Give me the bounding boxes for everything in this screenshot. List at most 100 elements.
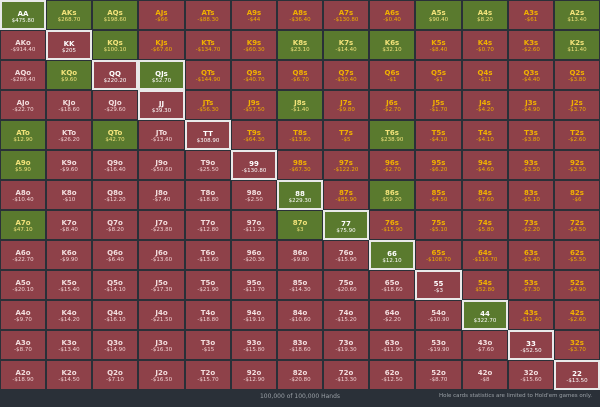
hand-cell[interactable]: QJs $52.70 xyxy=(138,60,185,90)
hand-cell[interactable]: 75o -$20.60 xyxy=(323,270,369,300)
hand-cell[interactable]: J2o -$16.50 xyxy=(138,360,185,390)
hand-cell[interactable]: 94s -$4.60 xyxy=(462,150,508,180)
hand-cell[interactable]: 52o -$8.70 xyxy=(415,360,462,390)
hand-cell[interactable]: J6s -$2.70 xyxy=(369,90,415,120)
hand-cell[interactable]: 87s -$85.90 xyxy=(323,180,369,210)
hand-cell[interactable]: Q8s -$6.70 xyxy=(277,60,323,90)
hand-cell[interactable]: 85o -$14.30 xyxy=(277,270,323,300)
hand-cell[interactable]: QTs -$144.90 xyxy=(185,60,231,90)
hand-cell[interactable]: K5o -$15.40 xyxy=(46,270,92,300)
hand-cell[interactable]: 72s -$4.50 xyxy=(554,210,600,240)
hand-cell[interactable]: J5s -$1.70 xyxy=(415,90,462,120)
hand-cell[interactable]: Q4o -$16.10 xyxy=(92,300,138,330)
hand-cell[interactable]: T8o -$18.80 xyxy=(185,180,231,210)
hand-cell[interactable]: J7o -$23.80 xyxy=(138,210,185,240)
hand-cell[interactable]: 97o -$11.20 xyxy=(231,210,277,240)
hand-cell[interactable]: A6s -$0.40 xyxy=(369,0,415,30)
hand-cell[interactable]: KK $205 xyxy=(46,30,92,60)
hand-cell[interactable]: K7o -$8.40 xyxy=(46,210,92,240)
hand-cell[interactable]: T5o -$21.90 xyxy=(185,270,231,300)
hand-cell[interactable]: A6o -$22.70 xyxy=(0,240,46,270)
hand-cell[interactable]: T3o -$15 xyxy=(185,330,231,360)
hand-cell[interactable]: K6o -$9.90 xyxy=(46,240,92,270)
hand-cell[interactable]: AKo -$914.40 xyxy=(0,30,46,60)
hand-cell[interactable]: 84o -$10.60 xyxy=(277,300,323,330)
hand-cell[interactable]: 53s -$7.30 xyxy=(508,270,554,300)
hand-cell[interactable]: 74o -$15.20 xyxy=(323,300,369,330)
hand-cell[interactable]: Q9s -$40.70 xyxy=(231,60,277,90)
hand-cell[interactable]: J3o -$16.30 xyxy=(138,330,185,360)
hand-cell[interactable]: J3s -$4.90 xyxy=(508,90,554,120)
hand-cell[interactable]: A2o -$18.90 xyxy=(0,360,46,390)
hand-cell[interactable]: K6s $32.10 xyxy=(369,30,415,60)
hand-cell[interactable]: A3s -$61 xyxy=(508,0,554,30)
hand-cell[interactable]: 84s -$7.60 xyxy=(462,180,508,210)
hand-cell[interactable]: J8s -$1.40 xyxy=(277,90,323,120)
hand-cell[interactable]: 83o -$18.60 xyxy=(277,330,323,360)
hand-cell[interactable]: T7s -$5 xyxy=(323,120,369,150)
hand-cell[interactable]: T9s -$64.30 xyxy=(231,120,277,150)
hand-cell[interactable]: Q6s -$1 xyxy=(369,60,415,90)
hand-cell[interactable]: K2o -$14.50 xyxy=(46,360,92,390)
hand-cell[interactable]: K7s -$14.40 xyxy=(323,30,369,60)
hand-cell[interactable]: Q2o -$7.10 xyxy=(92,360,138,390)
hand-cell[interactable]: 99 -$130.80 xyxy=(231,150,277,180)
hand-cell[interactable]: 92s -$3.50 xyxy=(554,150,600,180)
hand-cell[interactable]: K2s $11.40 xyxy=(554,30,600,60)
hand-cell[interactable]: 52s -$4.90 xyxy=(554,270,600,300)
hand-cell[interactable]: 77 $75.90 xyxy=(323,210,369,240)
hand-cell[interactable]: Q7s -$30.40 xyxy=(323,60,369,90)
hand-cell[interactable]: 43s -$11.40 xyxy=(508,300,554,330)
hand-cell[interactable]: 82s -$6 xyxy=(554,180,600,210)
hand-cell[interactable]: KJs -$67.60 xyxy=(138,30,185,60)
hand-cell[interactable]: 96o -$20.30 xyxy=(231,240,277,270)
hand-cell[interactable]: 72o -$13.30 xyxy=(323,360,369,390)
hand-cell[interactable]: 42o -$8 xyxy=(462,360,508,390)
hand-cell[interactable]: 83s -$5.10 xyxy=(508,180,554,210)
hand-cell[interactable]: JTo -$13.40 xyxy=(138,120,185,150)
hand-cell[interactable]: AJo -$22.70 xyxy=(0,90,46,120)
hand-cell[interactable]: T2s -$2.60 xyxy=(554,120,600,150)
hand-cell[interactable]: AJs -$66 xyxy=(138,0,185,30)
hand-cell[interactable]: 88 $229.30 xyxy=(277,180,323,210)
hand-cell[interactable]: 76o -$15.90 xyxy=(323,240,369,270)
hand-cell[interactable]: Q5o -$14.10 xyxy=(92,270,138,300)
hand-cell[interactable]: 43o -$7.60 xyxy=(462,330,508,360)
hand-cell[interactable]: J2s -$3.70 xyxy=(554,90,600,120)
hand-cell[interactable]: Q8o -$12.20 xyxy=(92,180,138,210)
hand-cell[interactable]: QTo $42.70 xyxy=(92,120,138,150)
hand-cell[interactable]: J4o -$21.50 xyxy=(138,300,185,330)
hand-cell[interactable]: T6o -$13.60 xyxy=(185,240,231,270)
hand-cell[interactable]: 54s $52.80 xyxy=(462,270,508,300)
hand-cell[interactable]: 53o -$19.90 xyxy=(415,330,462,360)
hand-cell[interactable]: A5s $90.40 xyxy=(415,0,462,30)
hand-cell[interactable]: Q7o -$8.20 xyxy=(92,210,138,240)
hand-cell[interactable]: A7s -$130.80 xyxy=(323,0,369,30)
hand-cell[interactable]: A4o -$9.70 xyxy=(0,300,46,330)
hand-cell[interactable]: TT $308.90 xyxy=(185,120,231,150)
hand-cell[interactable]: 55 -$3 xyxy=(415,270,462,300)
hand-cell[interactable]: T7o -$12.80 xyxy=(185,210,231,240)
hand-cell[interactable]: ATs -$88.30 xyxy=(185,0,231,30)
hand-cell[interactable]: JJ $39.30 xyxy=(138,90,185,120)
hand-cell[interactable]: AQo -$289.40 xyxy=(0,60,46,90)
hand-cell[interactable]: T9o -$25.50 xyxy=(185,150,231,180)
hand-cell[interactable]: A3o -$8.70 xyxy=(0,330,46,360)
hand-cell[interactable]: J6o -$13.60 xyxy=(138,240,185,270)
hand-cell[interactable]: T2o -$15.70 xyxy=(185,360,231,390)
hand-cell[interactable]: 75s -$5.10 xyxy=(415,210,462,240)
hand-cell[interactable]: ATo $12.90 xyxy=(0,120,46,150)
hand-cell[interactable]: J8o -$7.40 xyxy=(138,180,185,210)
hand-cell[interactable]: Q3o -$14.90 xyxy=(92,330,138,360)
hand-cell[interactable]: 76s -$15.90 xyxy=(369,210,415,240)
hand-cell[interactable]: 73o -$19.30 xyxy=(323,330,369,360)
hand-cell[interactable]: Q3s -$4.40 xyxy=(508,60,554,90)
hand-cell[interactable]: Q2s -$3.80 xyxy=(554,60,600,90)
hand-cell[interactable]: QJo -$29.60 xyxy=(92,90,138,120)
hand-cell[interactable]: Q5s -$1 xyxy=(415,60,462,90)
hand-cell[interactable]: 64o -$2.20 xyxy=(369,300,415,330)
hand-cell[interactable]: A8o -$10.40 xyxy=(0,180,46,210)
hand-cell[interactable]: J4s -$4.20 xyxy=(462,90,508,120)
hand-cell[interactable]: A9o $5.90 xyxy=(0,150,46,180)
hand-cell[interactable]: K3o -$13.40 xyxy=(46,330,92,360)
